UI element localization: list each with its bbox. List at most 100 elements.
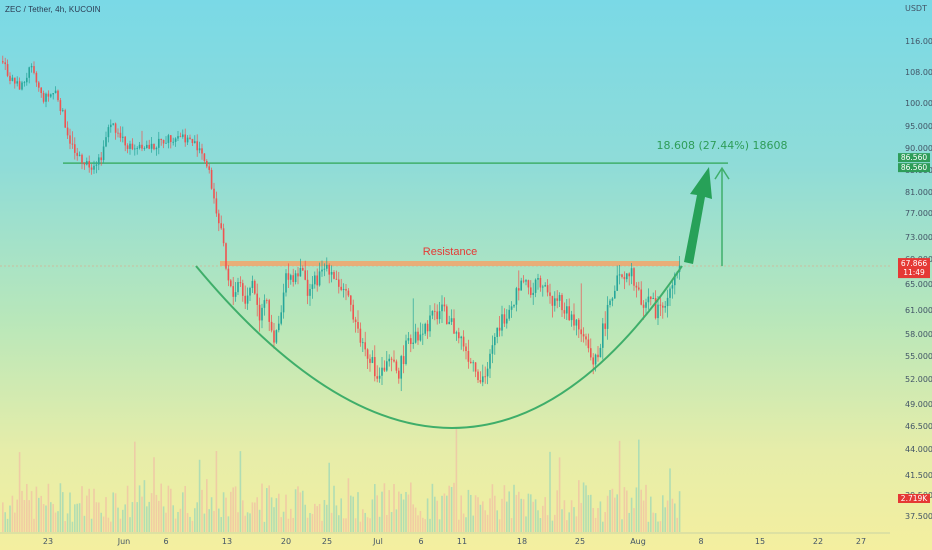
candle-body: [515, 288, 518, 305]
volume-bar: [616, 494, 618, 532]
candle-body: [510, 306, 513, 310]
volume-bar: [482, 501, 484, 532]
volume-bar: [522, 499, 525, 532]
volume-bar: [30, 491, 33, 532]
candle-body: [64, 110, 66, 128]
x-tick-label: 18: [517, 537, 527, 546]
candle-body: [40, 87, 42, 94]
candle-body: [88, 161, 90, 168]
candle-body: [275, 330, 278, 343]
volume-bar: [54, 512, 57, 532]
candle-body: [110, 124, 112, 128]
candle-body: [366, 349, 369, 359]
candle-body: [78, 154, 81, 156]
candle-body: [434, 310, 436, 312]
volume-bar: [410, 482, 412, 532]
candle-body: [508, 309, 510, 319]
y-tick-label: 52.000: [905, 375, 932, 384]
candle-body: [126, 145, 129, 149]
volume-bar: [621, 519, 623, 532]
candle-body: [585, 336, 587, 340]
volume-bar: [38, 497, 40, 532]
volume-bar: [98, 502, 100, 532]
candle-body: [184, 134, 186, 143]
candle-body: [587, 339, 590, 349]
volume-bar: [172, 505, 174, 532]
y-tick-label: 61.000: [905, 306, 932, 315]
candle-body: [182, 134, 184, 137]
volume-bar: [352, 496, 354, 532]
candle-body: [532, 292, 534, 295]
candle-body: [220, 223, 222, 229]
x-tick-label: 25: [575, 537, 585, 546]
volume-bar: [383, 483, 386, 532]
candle-body: [453, 318, 455, 334]
volume-bar: [210, 497, 213, 532]
candle-body: [551, 295, 554, 306]
volume-bar: [234, 486, 237, 532]
candle-body: [395, 361, 398, 371]
candle-body: [297, 273, 299, 277]
candle-body: [662, 305, 664, 308]
volume-bar: [318, 503, 321, 532]
volume-bar: [256, 497, 258, 532]
candle-body: [539, 278, 542, 288]
volume-bar: [230, 491, 232, 532]
candle-body: [590, 348, 592, 358]
candle-body: [386, 361, 388, 371]
volume-bar: [393, 484, 395, 532]
volume-bar: [594, 517, 597, 532]
volume-bar: [554, 514, 556, 532]
volume-bar: [671, 498, 674, 532]
volume-bar: [424, 519, 426, 532]
candle-body: [573, 314, 575, 326]
volume-bar: [138, 485, 141, 532]
candle-body: [210, 169, 213, 189]
volume-bar: [282, 511, 285, 532]
volume-bar: [590, 494, 592, 532]
candle-body: [388, 358, 390, 362]
volume-bar: [611, 488, 614, 532]
candle-body: [119, 132, 122, 138]
candle-body: [66, 127, 69, 136]
candle-body: [194, 141, 196, 144]
volume-bar: [328, 462, 330, 532]
candle-body: [196, 141, 198, 151]
candle-body: [189, 137, 191, 139]
candle-body: [626, 273, 628, 280]
candle-body: [131, 143, 134, 150]
volume-label: 2.719K: [901, 494, 928, 503]
candle-body: [242, 283, 244, 296]
candle-body: [222, 228, 225, 244]
candle-body: [266, 300, 268, 301]
volume-bar: [64, 521, 66, 532]
candle-body: [374, 357, 376, 377]
candle-body: [381, 367, 383, 376]
candle-body: [455, 332, 458, 334]
candle-body: [520, 280, 522, 291]
candle-body: [62, 110, 64, 111]
volume-bar: [158, 500, 160, 532]
candle-body: [659, 304, 662, 306]
volume-bar: [268, 485, 270, 532]
volume-bar: [462, 513, 465, 532]
candle-body: [246, 295, 249, 304]
volume-bar: [657, 521, 659, 532]
volume-bar: [563, 500, 566, 532]
candle-body: [364, 342, 366, 350]
candle-body: [419, 334, 422, 341]
candle-body: [47, 93, 50, 97]
volume-bar: [69, 492, 71, 532]
volume-bar: [503, 485, 506, 532]
candle-body: [4, 62, 6, 65]
candle-body: [100, 157, 102, 161]
candle-body: [599, 347, 602, 358]
measure-arrowhead: [714, 166, 730, 180]
candle-body: [278, 323, 280, 331]
volume-bar: [45, 505, 47, 532]
volume-bar: [21, 490, 23, 532]
volume-bar: [448, 485, 450, 532]
volume-bar: [16, 499, 18, 532]
volume-bar: [275, 498, 278, 532]
